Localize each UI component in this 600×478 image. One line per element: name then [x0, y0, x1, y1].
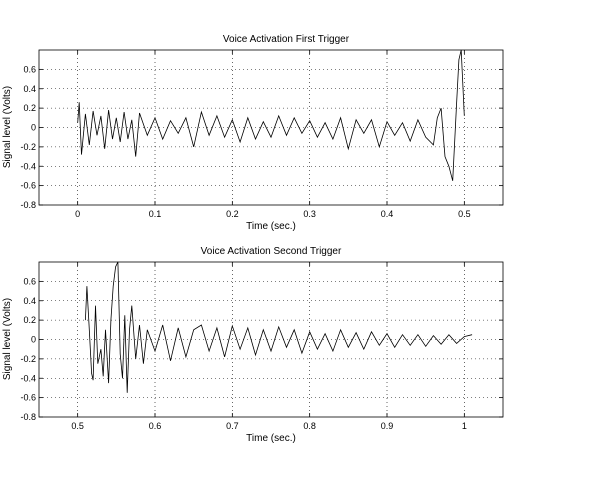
y-tick-label: -0.6	[20, 393, 36, 403]
y-tick-label: -0.6	[20, 181, 36, 191]
y-tick-label: -0.4	[20, 161, 36, 171]
x-tick-label: 0.2	[226, 209, 239, 219]
x-tick-label: 0.9	[381, 421, 394, 431]
y-tick-label: -0.2	[20, 142, 36, 152]
y-tick-label: -0.8	[20, 412, 36, 422]
x-tick-label: 0	[75, 209, 80, 219]
y-tick-label: -0.2	[20, 354, 36, 364]
y-tick-label: 0	[31, 123, 36, 133]
y-ticks: -0.8 -0.6 -0.4 -0.2 0 0.2 0.4 0.6	[20, 64, 503, 210]
chart-title: Voice Activation Second Trigger	[201, 246, 342, 257]
x-tick-label: 0.5	[458, 209, 471, 219]
x-tick-label: 0.5	[71, 421, 84, 431]
x-ticks: 0 0.1 0.2 0.3 0.4 0.5	[75, 50, 471, 219]
chart-title: Voice Activation First Trigger	[223, 34, 350, 45]
y-tick-label: -0.8	[20, 200, 36, 210]
chart-second-trigger: Voice Activation Second Trigger 0.5 0.6 0.…	[2, 246, 504, 444]
x-axis-label: Time (sec.)	[246, 433, 296, 444]
y-tick-label: 0.2	[23, 103, 36, 113]
y-tick-label: 0	[31, 335, 36, 345]
x-tick-label: 0.3	[303, 209, 316, 219]
y-ticks: -0.8 -0.6 -0.4 -0.2 0 0.2 0.4 0.6	[20, 276, 503, 422]
x-axis-label: Time (sec.)	[246, 221, 296, 232]
x-tick-label: 0.8	[303, 421, 316, 431]
y-tick-label: -0.4	[20, 373, 36, 383]
y-tick-label: 0.6	[23, 64, 36, 74]
chart-first-trigger: Voice Activation First Trigger 0 0.1 0.2 0.…	[2, 34, 504, 232]
y-tick-label: 0.2	[23, 315, 36, 325]
y-tick-label: 0.6	[23, 276, 36, 286]
x-tick-label: 1	[462, 421, 467, 431]
y-axis-label: Signal level (Volts)	[2, 86, 13, 168]
grid	[39, 50, 503, 205]
series	[85, 261, 473, 393]
series-line	[77, 49, 465, 181]
y-tick-label: 0.4	[23, 84, 36, 94]
grid	[39, 262, 503, 417]
x-tick-label: 0.7	[226, 421, 239, 431]
series	[77, 49, 465, 181]
x-tick-label: 0.6	[149, 421, 162, 431]
y-tick-label: 0.4	[23, 296, 36, 306]
x-tick-label: 0.4	[381, 209, 394, 219]
series-line	[85, 261, 473, 393]
y-axis-label: Signal level (Volts)	[2, 298, 13, 380]
x-tick-label: 0.1	[149, 209, 162, 219]
x-ticks: 0.5 0.6 0.7 0.8 0.9 1	[71, 262, 467, 431]
